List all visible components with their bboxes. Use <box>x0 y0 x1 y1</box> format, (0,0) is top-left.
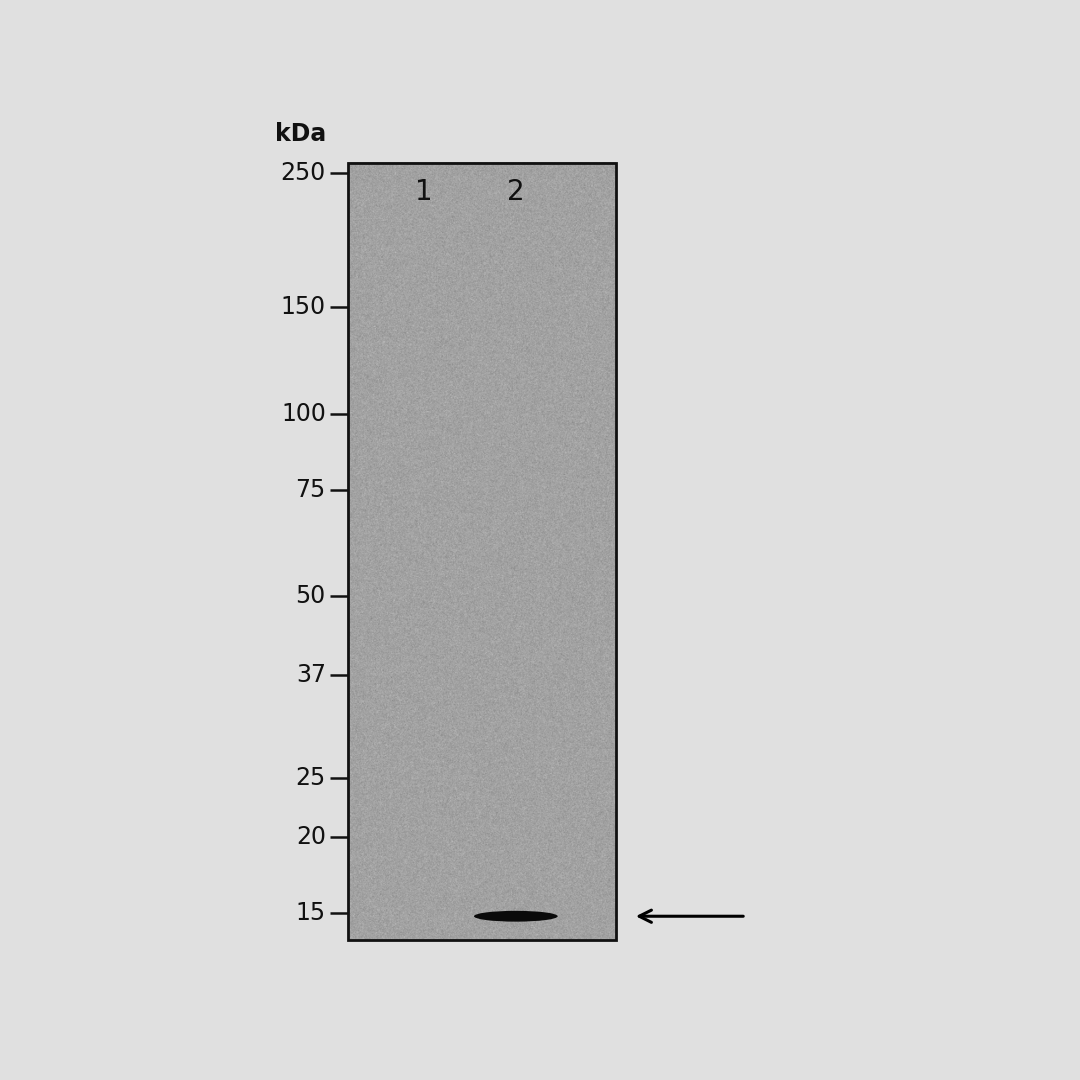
Bar <box>349 163 617 941</box>
Text: 15: 15 <box>296 901 326 924</box>
Text: 100: 100 <box>281 402 326 426</box>
Text: 50: 50 <box>296 584 326 608</box>
Text: 75: 75 <box>296 477 326 501</box>
Text: 250: 250 <box>281 161 326 185</box>
Text: 37: 37 <box>296 663 326 687</box>
Text: kDa: kDa <box>274 122 326 146</box>
Text: 2: 2 <box>507 178 525 206</box>
Text: 150: 150 <box>281 296 326 320</box>
Text: 1: 1 <box>415 178 433 206</box>
Ellipse shape <box>474 910 557 921</box>
Text: 25: 25 <box>296 767 326 791</box>
Text: 20: 20 <box>296 825 326 849</box>
